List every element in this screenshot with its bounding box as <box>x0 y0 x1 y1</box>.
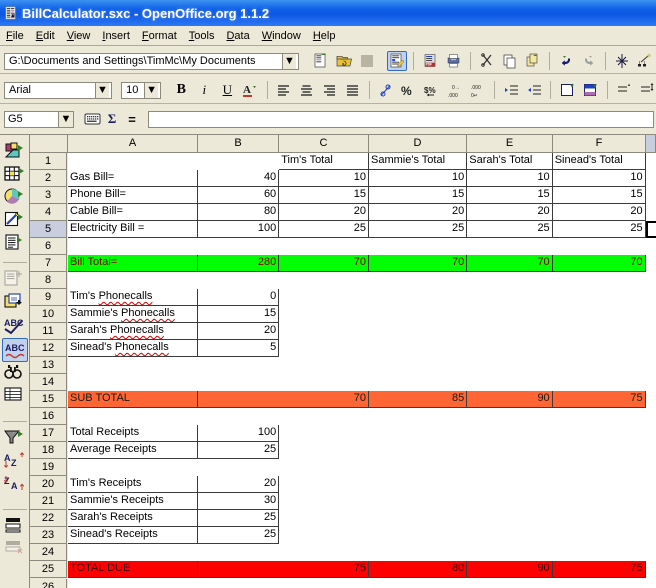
svg-text:.000: .000 <box>448 93 458 99</box>
svg-text:0↵: 0↵ <box>471 93 478 99</box>
svg-text:A: A <box>4 453 11 463</box>
svg-text:$%: $% <box>424 86 436 95</box>
svg-text:ABC: ABC <box>5 343 25 353</box>
svg-text:0→: 0→ <box>452 85 460 91</box>
svg-text:Z: Z <box>11 458 17 468</box>
svg-text:A: A <box>11 481 18 491</box>
svg-text:A: A <box>243 84 251 96</box>
svg-text:PDF: PDF <box>425 63 431 67</box>
svg-text:%: % <box>401 84 412 98</box>
svg-text:.000: .000 <box>471 85 481 91</box>
